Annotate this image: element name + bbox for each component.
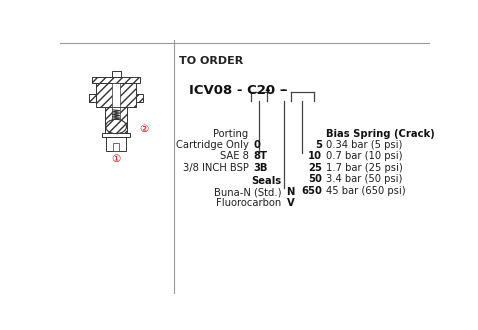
Text: 3B: 3B: [253, 163, 268, 173]
Text: SAE 8: SAE 8: [220, 151, 249, 161]
Circle shape: [106, 119, 126, 134]
Text: 45 bar (650 psi): 45 bar (650 psi): [326, 186, 405, 196]
Text: -: -: [282, 84, 287, 97]
Text: 1.7 bar (25 psi): 1.7 bar (25 psi): [326, 163, 402, 173]
Text: Bias Spring (Crack): Bias Spring (Crack): [326, 129, 435, 139]
Bar: [102, 133, 130, 137]
Text: ②: ②: [139, 124, 149, 134]
Bar: [112, 83, 120, 107]
Text: ICV08 - C20 -: ICV08 - C20 -: [189, 84, 285, 97]
Text: 0: 0: [253, 140, 260, 150]
Text: ①: ①: [111, 154, 120, 164]
Text: 10: 10: [308, 151, 322, 161]
Text: 8T: 8T: [253, 151, 267, 161]
Text: 3.4 bar (50 psi): 3.4 bar (50 psi): [326, 174, 402, 184]
Bar: [136, 94, 143, 102]
Text: V: V: [286, 198, 294, 208]
Text: 50: 50: [308, 174, 322, 184]
Circle shape: [106, 119, 126, 134]
Text: Buna-N (Std.): Buna-N (Std.): [214, 187, 281, 197]
Bar: [113, 143, 120, 151]
Bar: [105, 107, 127, 135]
Text: -: -: [264, 84, 270, 97]
Text: 3/8 INCH BSP: 3/8 INCH BSP: [183, 163, 249, 173]
Bar: [112, 107, 120, 135]
Text: Cartridge Only: Cartridge Only: [176, 140, 249, 150]
Text: 650: 650: [301, 186, 322, 196]
Text: Porting: Porting: [214, 129, 249, 139]
Bar: [89, 94, 96, 102]
Text: 5: 5: [315, 140, 322, 150]
Bar: [96, 83, 136, 107]
Text: 0.34 bar (5 psi): 0.34 bar (5 psi): [326, 140, 402, 150]
Text: 0.7 bar (10 psi): 0.7 bar (10 psi): [326, 151, 402, 161]
Text: 25: 25: [308, 163, 322, 173]
Text: N: N: [286, 187, 295, 197]
Bar: [111, 71, 120, 77]
Text: Seals: Seals: [251, 176, 281, 186]
Text: Fluorocarbon: Fluorocarbon: [216, 198, 281, 208]
Text: TO ORDER: TO ORDER: [179, 56, 243, 66]
Bar: [92, 77, 140, 83]
Bar: [106, 137, 126, 151]
